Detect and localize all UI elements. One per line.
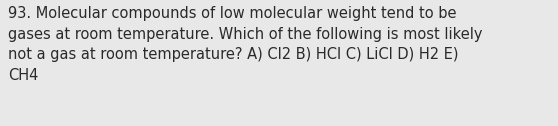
Text: 93. Molecular compounds of low molecular weight tend to be
gases at room tempera: 93. Molecular compounds of low molecular… xyxy=(8,6,483,83)
